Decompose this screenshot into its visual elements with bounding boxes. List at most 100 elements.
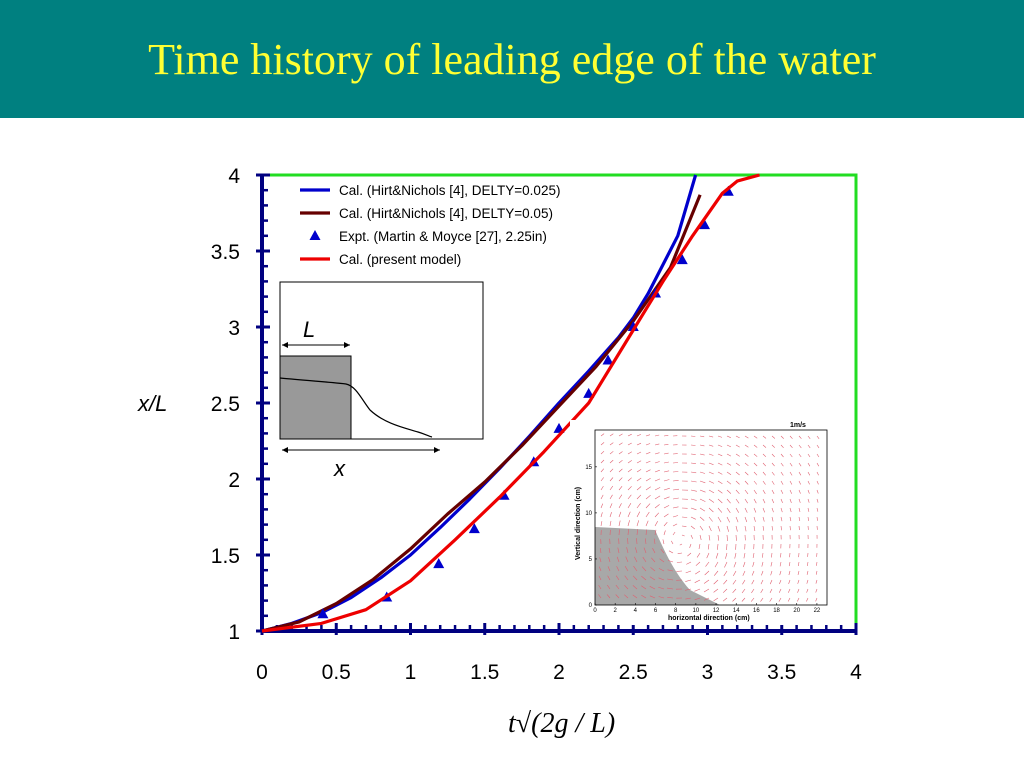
velocity-vector: [636, 538, 638, 545]
tick-labels: 0 0.5 1 1.5 2 2.5 3 3.5 4 1 1.5 2 2.5 3 3.5 4: [211, 165, 862, 684]
velocity-vector: [762, 471, 766, 476]
velocity-vector: [726, 534, 728, 542]
velocity-vector: [726, 444, 732, 448]
velocity-vector: [672, 515, 679, 518]
velocity-vector: [807, 435, 811, 439]
velocity-vector: [699, 435, 705, 438]
velocity-vector: [616, 566, 620, 572]
velocity-vector: [753, 480, 758, 485]
velocity-vector: [753, 489, 757, 495]
vector-scale-label: 1m/s: [790, 422, 806, 429]
velocity-vector: [600, 468, 605, 473]
velocity-vector: [599, 557, 602, 563]
velocity-vector: [658, 577, 665, 581]
velocity-vector: [717, 480, 723, 485]
velocity-vector: [627, 451, 632, 455]
velocity-vector: [654, 495, 661, 500]
velocity-vector: [760, 579, 764, 585]
velocity-vector: [797, 588, 800, 593]
velocity-vector: [654, 529, 657, 536]
velocity-vector: [816, 480, 819, 485]
velocity-vector: [744, 462, 749, 467]
velocity-vector: [681, 534, 685, 537]
velocity-vector: [636, 477, 642, 482]
velocity-vector: [735, 471, 740, 476]
velocity-vector: [778, 597, 782, 602]
velocity-vector: [771, 480, 775, 485]
x-tick-label: 2.5: [619, 661, 648, 684]
vector-field: [595, 433, 820, 605]
experiment-point: [722, 185, 734, 196]
x-axis-label: t√(2g / L): [508, 708, 615, 739]
velocity-vector: [617, 547, 620, 554]
velocity-vector: [735, 462, 740, 466]
velocity-vector: [659, 558, 665, 563]
velocity-vector: [743, 552, 746, 559]
velocity-vector: [699, 489, 706, 493]
velocity-vector: [726, 498, 731, 504]
velocity-vector: [627, 494, 632, 500]
velocity-vector: [609, 520, 612, 527]
velocity-vector: [788, 588, 791, 593]
velocity-vector: [708, 534, 711, 541]
velocity-vector: [654, 521, 658, 527]
velocity-vector: [752, 552, 755, 559]
vector-y-label: Vertical direction (cm): [575, 487, 582, 560]
velocity-vector: [744, 444, 749, 448]
velocity-vector: [643, 547, 647, 554]
velocity-vector: [645, 478, 651, 482]
velocity-vector: [698, 543, 701, 549]
velocity-vector: [703, 588, 710, 593]
velocity-vector: [807, 516, 809, 521]
velocity-vector: [708, 480, 715, 484]
velocity-vector: [779, 579, 782, 585]
velocity-vector: [695, 570, 701, 575]
velocity-vector: [609, 485, 614, 491]
velocity-vector: [789, 462, 793, 467]
velocity-vector: [726, 471, 732, 476]
velocity-vector: [762, 552, 764, 558]
velocity-vector: [627, 468, 632, 473]
x-tick-label: 4: [850, 661, 862, 684]
velocity-vector: [762, 480, 766, 485]
velocity-vector: [762, 525, 765, 531]
velocity-vector: [600, 512, 603, 518]
velocity-vector: [615, 594, 620, 599]
vector-x-tick-label: 16: [753, 608, 760, 614]
velocity-vector: [807, 453, 811, 458]
velocity-vector: [690, 444, 696, 446]
velocity-vector: [679, 543, 683, 546]
experiment-point: [699, 219, 711, 230]
velocity-vector: [753, 453, 758, 457]
velocity-vector: [717, 525, 721, 532]
velocity-vector: [667, 569, 674, 572]
velocity-vector: [624, 594, 629, 599]
velocity-vector: [645, 511, 650, 518]
velocity-vector: [815, 597, 818, 602]
velocity-vector: [635, 547, 638, 554]
velocity-vector: [672, 523, 678, 527]
velocity-vector: [798, 489, 801, 494]
velocity-vector: [789, 471, 793, 476]
velocity-vector: [663, 435, 669, 437]
inset-vector-plot: 1m/s 0 2 4 6 8 10 12 14 16 18 20 22 0 5 10 15 horizonta…: [570, 420, 832, 625]
x-tick-label: 3.5: [767, 661, 796, 684]
velocity-vector: [798, 435, 802, 439]
velocity-vector: [618, 442, 623, 446]
velocity-vector: [699, 462, 705, 465]
velocity-vector: [788, 561, 791, 567]
velocity-vector: [717, 534, 720, 541]
velocity-vector: [694, 588, 701, 592]
velocity-vector: [788, 570, 791, 576]
velocity-vector: [761, 570, 764, 576]
velocity-vector: [762, 507, 765, 513]
velocity-vector: [616, 556, 620, 563]
vector-plot-frame: [594, 429, 828, 606]
velocity-vector: [724, 561, 728, 568]
velocity-vector: [807, 444, 811, 449]
velocity-vector: [618, 511, 622, 518]
velocity-vector: [708, 525, 712, 532]
velocity-vector: [600, 477, 604, 482]
velocity-vector: [663, 513, 669, 518]
vector-x-tick-label: 12: [713, 608, 720, 614]
